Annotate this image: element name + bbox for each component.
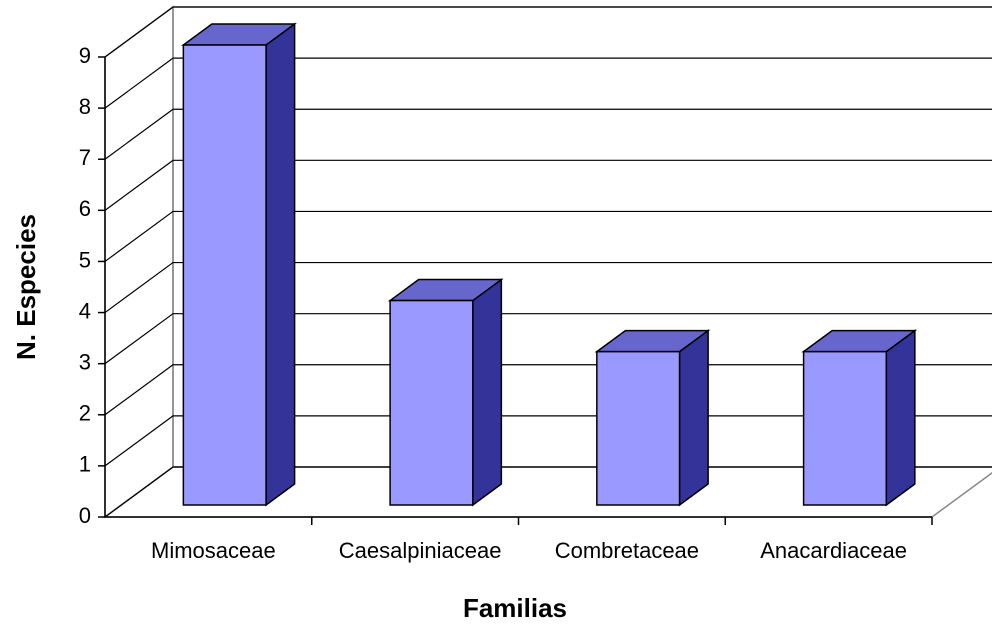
bar <box>182 44 267 506</box>
bar <box>596 350 681 506</box>
grid-line <box>104 415 992 467</box>
grid-line <box>104 261 992 314</box>
grid-line <box>104 159 992 211</box>
grid-line <box>104 466 992 518</box>
y-tick-label: 0 <box>79 503 91 528</box>
y-tick-label: 6 <box>79 196 91 221</box>
y-tick-label: 4 <box>79 298 91 323</box>
y-tick-label: 5 <box>79 247 91 272</box>
y-tick-label: 9 <box>79 43 91 68</box>
x-tick-label: Caesalpiniaceae <box>339 538 502 563</box>
y-tick-label: 1 <box>79 452 91 477</box>
grid-line <box>104 313 992 365</box>
x-tick-label: Mimosaceae <box>151 538 276 563</box>
bar-side <box>678 329 709 507</box>
grid-line <box>104 210 992 262</box>
bar <box>389 299 474 506</box>
grid-line <box>104 6 992 58</box>
grid-line <box>104 57 992 109</box>
y-tick-label: 7 <box>79 145 91 170</box>
y-tick-label: 3 <box>79 349 91 374</box>
x-tick-label: Anacardiaceae <box>760 538 907 563</box>
x-axis-title: Familias <box>463 593 567 623</box>
bar-side <box>472 278 503 507</box>
bar-side <box>885 329 916 507</box>
grid-line <box>104 108 992 160</box>
grid-line <box>104 364 992 416</box>
x-tick-label: Combretaceae <box>555 538 699 563</box>
bar <box>802 350 888 506</box>
bar-side <box>265 22 296 507</box>
y-tick-label: 2 <box>79 401 91 426</box>
y-axis-title: N. Especies <box>11 214 41 360</box>
y-tick-label: 8 <box>79 94 91 119</box>
